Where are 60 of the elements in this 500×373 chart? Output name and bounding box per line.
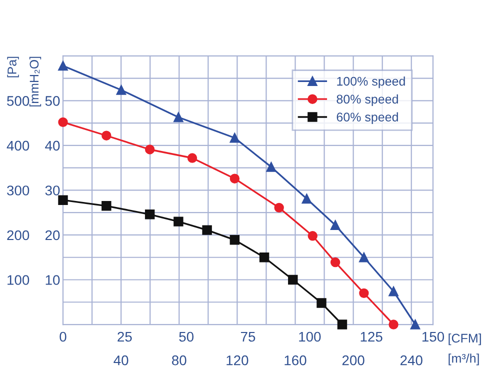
y-axis-title: [Pa] bbox=[7, 56, 19, 78]
point bbox=[410, 320, 420, 330]
point bbox=[308, 231, 318, 241]
point bbox=[230, 174, 240, 184]
x2-tick-label: 80 bbox=[172, 355, 186, 366]
x-tick-label: 150 bbox=[422, 332, 444, 342]
point bbox=[174, 216, 184, 226]
point bbox=[102, 130, 112, 140]
point bbox=[266, 162, 276, 172]
x2-axis-title: [m³/h] bbox=[448, 354, 479, 366]
y2-tick-label: 40 bbox=[45, 140, 60, 151]
point bbox=[144, 210, 155, 220]
x2-tick-label: 40 bbox=[114, 355, 128, 366]
point bbox=[388, 286, 398, 296]
point bbox=[274, 202, 284, 213]
y-tick-label: 300 bbox=[7, 186, 30, 196]
point bbox=[58, 195, 68, 205]
point bbox=[337, 320, 348, 330]
point bbox=[230, 133, 240, 143]
point bbox=[187, 153, 198, 163]
point bbox=[174, 112, 184, 122]
x2-tick-label: 200 bbox=[342, 355, 364, 366]
y-tick-label: 400 bbox=[6, 140, 30, 151]
x2-tick-label: 160 bbox=[284, 355, 306, 366]
point bbox=[58, 60, 68, 71]
point bbox=[144, 144, 155, 154]
point bbox=[330, 220, 340, 230]
x-tick-label: 125 bbox=[360, 332, 382, 342]
point bbox=[230, 235, 240, 245]
point bbox=[58, 117, 68, 128]
x-tick-label: 0 bbox=[60, 332, 66, 342]
y2-tick-label: 50 bbox=[45, 96, 60, 106]
legend-label: 80% speed bbox=[336, 94, 398, 106]
point bbox=[330, 257, 340, 268]
x2-tick-label: 120 bbox=[226, 355, 248, 366]
y-tick-label: 100 bbox=[8, 275, 30, 285]
x2-tick-label: 240 bbox=[400, 355, 422, 366]
x-tick-label: 25 bbox=[118, 332, 132, 342]
y2-axis-title: [mmH₂O] bbox=[29, 56, 42, 106]
point bbox=[302, 194, 312, 204]
point bbox=[102, 201, 112, 211]
x-axis-title: [CFM] bbox=[448, 333, 481, 346]
point bbox=[202, 225, 212, 235]
x-tick-label: 75 bbox=[240, 332, 256, 342]
point bbox=[359, 288, 369, 298]
y-tick-label: 500 bbox=[7, 96, 30, 106]
y2-tick-label: 20 bbox=[45, 230, 60, 240]
x-tick-label: 100 bbox=[299, 332, 321, 342]
point bbox=[388, 320, 398, 330]
y2-tick-label: 30 bbox=[45, 186, 60, 196]
legend-label: 100% speed bbox=[337, 76, 405, 88]
y2-tick-label: 10 bbox=[46, 275, 60, 285]
y-tick-label: 200 bbox=[7, 230, 30, 240]
x-tick-label: 50 bbox=[179, 332, 194, 342]
point bbox=[316, 298, 326, 308]
point bbox=[116, 85, 126, 95]
point bbox=[359, 252, 369, 262]
legend-label: 60% speed bbox=[336, 112, 398, 124]
point bbox=[259, 252, 270, 262]
point bbox=[288, 274, 298, 285]
